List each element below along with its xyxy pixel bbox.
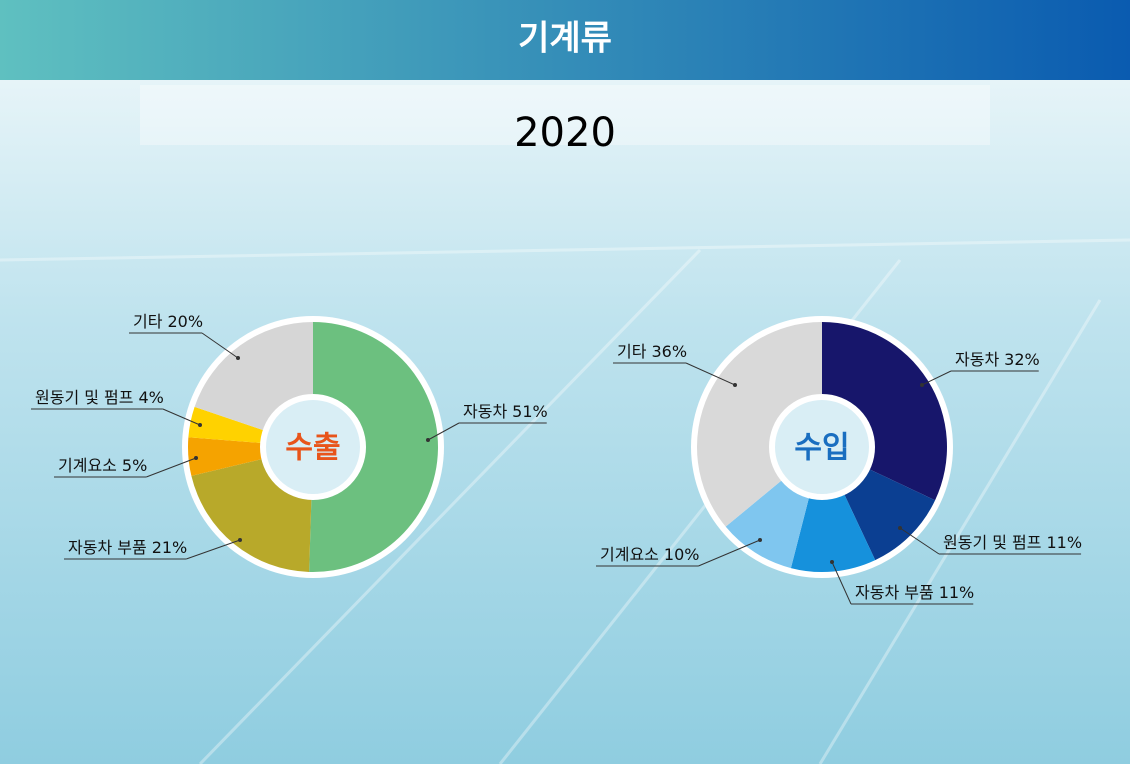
slice-label: 기타 36%: [617, 342, 687, 361]
leader-dot: [733, 383, 737, 387]
slice-category: 기계요소: [600, 545, 659, 564]
donut-hole: [769, 394, 875, 500]
leader-line: [186, 539, 241, 560]
slice-value: 4%: [139, 388, 164, 407]
leader-line: [921, 370, 952, 386]
leader-line: [162, 408, 201, 426]
leader-dot: [920, 383, 924, 387]
donut-slice: [188, 437, 265, 476]
leader-dot: [830, 560, 834, 564]
center-label: 수출: [285, 431, 340, 466]
slice-category: 원동기 및 펌프: [943, 533, 1042, 552]
leader-line: [698, 539, 761, 567]
background-decor: [0, 85, 1130, 764]
donut-hole: [260, 394, 366, 500]
slice-value: 5%: [122, 456, 147, 475]
slice-value: 20%: [167, 312, 203, 331]
slice-category: 기계요소: [58, 456, 117, 475]
slice-category: 자동차 부품: [855, 583, 934, 602]
leader-dot: [236, 356, 240, 360]
leader-dot: [238, 538, 242, 542]
slice-category: 기타: [133, 312, 163, 331]
leader-dot: [194, 456, 198, 460]
donut-slice: [790, 492, 876, 573]
slice-label: 기계요소 10%: [600, 545, 699, 564]
slice-value: 11%: [1047, 533, 1083, 552]
year: 2020: [514, 110, 616, 156]
leader-line: [427, 422, 460, 441]
leader-dot: [898, 526, 902, 530]
slice-category: 자동차 부품: [68, 538, 147, 557]
slice-label: 자동차 부품 21%: [68, 538, 187, 557]
slice-label: 원동기 및 펌프 11%: [943, 533, 1082, 552]
slice-label: 기타 20%: [133, 312, 203, 331]
donut-slice: [309, 321, 439, 572]
header-bar: [0, 0, 1130, 80]
donut-slice: [697, 322, 822, 527]
slice-category: 자동차: [955, 350, 999, 369]
leader-line: [899, 527, 940, 555]
leader-line: [685, 362, 736, 386]
donut-slice: [822, 322, 947, 501]
slice-category: 자동차: [463, 402, 507, 421]
leader-line: [831, 561, 852, 605]
leader-dot: [198, 423, 202, 427]
slice-value: 51%: [512, 402, 548, 421]
center-label: 수입: [794, 431, 849, 466]
slice-value: 11%: [939, 583, 975, 602]
leader-dot: [426, 438, 430, 442]
slice-label: 자동차 부품 11%: [855, 583, 974, 602]
background: [0, 80, 1130, 764]
slice-value: 10%: [664, 545, 700, 564]
slice-label: 자동차 32%: [955, 350, 1040, 369]
slice-label: 자동차 51%: [463, 402, 548, 421]
leader-line: [201, 332, 239, 359]
donut-slice: [188, 406, 266, 444]
slice-label: 원동기 및 펌프 4%: [35, 388, 164, 407]
donut-slice: [843, 468, 936, 561]
slice-category: 기타: [617, 342, 647, 361]
slice-value: 36%: [651, 342, 687, 361]
leader-dot: [758, 538, 762, 542]
leader-line: [146, 457, 197, 478]
header-title: 기계류: [518, 19, 612, 59]
slice-category: 원동기 및 펌프: [35, 388, 134, 407]
slice-label: 기계요소 5%: [58, 456, 147, 475]
slice-value: 32%: [1004, 350, 1040, 369]
slice-value: 21%: [152, 538, 188, 557]
